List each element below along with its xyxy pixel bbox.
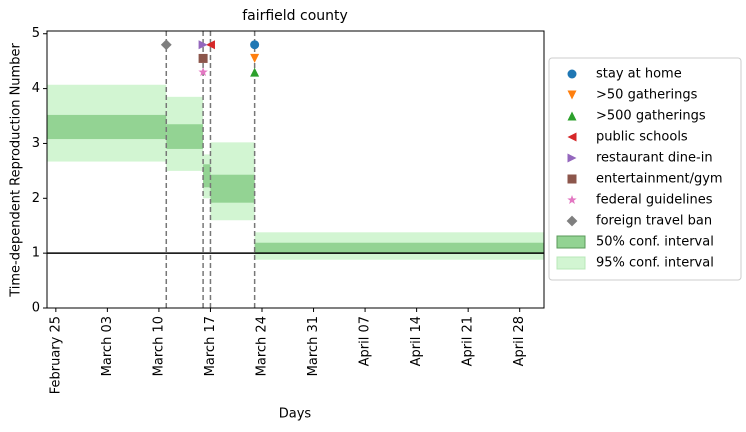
x-tick-label: April 14 [409,316,424,366]
y-tick-label: 0 [32,301,40,316]
x-tick-label: April 07 [358,316,373,366]
band-segment [210,174,255,203]
legend-label: public schools [596,130,688,145]
marker [198,40,208,50]
plot-frame [46,30,545,309]
x-tick-label: April 28 [512,316,527,366]
marker [250,67,260,77]
legend-box [548,57,742,281]
x-tick-label: March 17 [203,316,218,376]
legend-marker [567,132,577,142]
legend-label: 50% conf. interval [596,235,714,250]
y-tick-label: 1 [32,246,40,261]
y-tick-label: 3 [32,136,40,151]
band-segment [254,242,544,254]
legend-marker [567,153,577,163]
x-tick-label: March 03 [100,316,115,376]
marker [250,53,260,63]
marker [198,67,208,77]
marker [198,53,208,63]
legend-label: foreign travel ban [596,214,712,229]
marker [250,40,260,50]
y-axis-label: Time-dependent Reproduction Number [9,43,24,298]
legend-patch [556,235,586,249]
legend-patch [556,256,586,270]
band-segment [203,164,211,188]
x-tick-label: February 25 [48,316,63,394]
y-tick-label: 2 [32,191,40,206]
x-tick-label: March 31 [306,316,321,376]
y-tick-label: 5 [32,26,40,41]
legend-label: federal guidelines [596,193,713,208]
marker [160,39,172,51]
legend: stay at home >50 gatherings >500 gathering… [548,57,742,281]
legend-marker [567,69,577,79]
legend-label: >50 gatherings [596,88,698,103]
legend-label: >500 gatherings [596,109,706,124]
x-tick-label: April 21 [461,316,476,366]
legend-marker [567,195,577,205]
band-segment [47,114,167,140]
legend-label: restaurant dine-in [596,151,713,166]
x-axis-label: Days [279,407,312,422]
chart-title: fairfield county [242,8,348,24]
legend-marker [567,90,577,100]
y-tick-label: 4 [32,81,40,96]
legend-label: entertainment/gym [596,172,723,187]
legend-marker [567,111,577,121]
legend-marker [566,215,578,227]
legend-label: stay at home [596,67,682,82]
x-tick-label: March 24 [254,316,269,376]
marker [205,40,215,50]
x-tick-label: March 10 [151,316,166,376]
legend-marker [567,174,577,184]
band-segment [166,124,204,149]
legend-label: 95% conf. interval [596,256,714,271]
